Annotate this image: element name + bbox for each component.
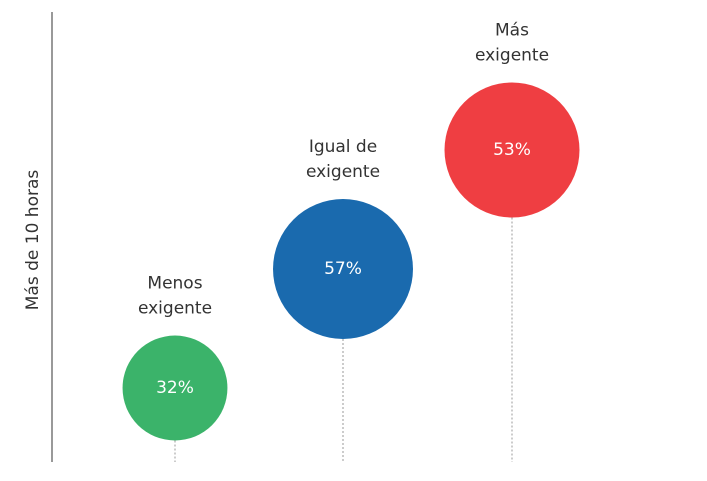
value-label: 57% [324,259,362,279]
y-axis-label: Más de 10 horas [23,170,43,311]
category-label: exigente [475,46,549,66]
bubble [444,82,580,218]
bubble [122,335,228,441]
category-label: Igual de [309,137,377,157]
category-label: exigente [306,162,380,182]
category-label: exigente [138,299,212,319]
category-label: Menos [147,274,202,294]
value-label: 32% [156,378,194,398]
category-label: Más [495,21,529,41]
bubble [273,199,413,339]
value-label: 53% [493,140,531,160]
